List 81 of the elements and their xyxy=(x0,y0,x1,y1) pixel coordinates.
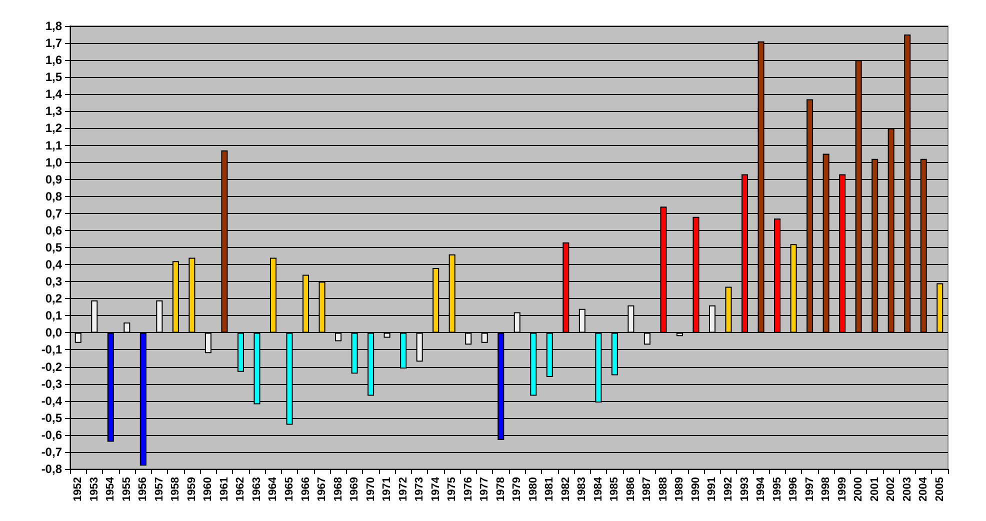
x-tick-label: 1963 xyxy=(250,477,263,502)
x-tick-label: 1988 xyxy=(657,477,670,502)
x-tick-label: 1966 xyxy=(300,477,312,502)
x-tick-label: 1999 xyxy=(836,477,848,502)
x-tick-label: 1979 xyxy=(511,477,524,502)
x-tick-label: 1983 xyxy=(576,477,588,502)
x-tick-label: 1990 xyxy=(690,477,702,502)
x-tick-label: 1972 xyxy=(397,477,410,502)
y-tick-label: -0,8 xyxy=(41,462,62,476)
x-tick-label: 1982 xyxy=(560,477,572,502)
x-tick-label: 1969 xyxy=(348,477,361,502)
y-tick-label: 0,2 xyxy=(45,292,62,306)
x-tick-label: 1954 xyxy=(104,476,117,502)
y-tick-label: -0,7 xyxy=(41,444,62,459)
x-tick-label: 1991 xyxy=(706,477,718,502)
x-tick-label: 1978 xyxy=(494,477,507,502)
y-tick-label: -0,1 xyxy=(41,342,62,357)
x-tick-label: 1976 xyxy=(462,477,474,502)
x-tick-label: 1974 xyxy=(430,476,442,502)
x-tick-label: 2004 xyxy=(918,476,930,502)
x-tick-label: 1996 xyxy=(788,477,800,502)
y-tick-label: 0,4 xyxy=(45,258,62,272)
x-tick-label: 1971 xyxy=(381,477,394,502)
x-tick-label: 1989 xyxy=(674,477,686,502)
y-tick-label: 1,0 xyxy=(45,155,62,170)
y-tick-label: 1,7 xyxy=(45,36,62,50)
x-tick-label: 1959 xyxy=(186,477,198,502)
x-tick-label: 1955 xyxy=(120,477,133,502)
x-tick-label: 1981 xyxy=(544,477,556,502)
x-tick-label: 1960 xyxy=(202,477,214,502)
y-tick-label: 0,5 xyxy=(45,240,62,254)
y-tick-label: 1,4 xyxy=(45,87,62,102)
x-tick-label: 1984 xyxy=(592,476,604,502)
x-tick-label: 1968 xyxy=(332,477,344,502)
y-tick-label: 0,0 xyxy=(45,326,62,340)
x-tick-label: 1953 xyxy=(88,477,100,502)
x-tick-label: 1995 xyxy=(771,477,784,502)
x-tick-label: 1977 xyxy=(478,477,491,502)
x-tick-label: 1986 xyxy=(624,477,637,502)
x-tick-label: 1975 xyxy=(446,477,458,502)
y-tick-label: -0,5 xyxy=(41,410,62,425)
x-tick-label: 1965 xyxy=(284,477,296,502)
y-tick-label: 0,9 xyxy=(45,172,62,186)
x-tick-label: 1980 xyxy=(527,477,540,502)
y-tick-label: 0,6 xyxy=(45,223,62,238)
x-tick-label: 1967 xyxy=(316,477,328,502)
x-tick-label: 1973 xyxy=(414,477,426,502)
y-tick-label: 1,3 xyxy=(45,104,62,118)
x-tick-label: 1994 xyxy=(755,476,768,502)
y-tick-label: 1,5 xyxy=(45,70,62,84)
y-tick-label: 1,6 xyxy=(45,53,62,68)
x-tick-label: 1964 xyxy=(267,476,280,502)
x-tick-label: 1985 xyxy=(608,477,621,502)
y-tick-label: -0,3 xyxy=(41,376,62,391)
y-tick-label: 1,8 xyxy=(45,19,62,33)
x-tick-label: 2001 xyxy=(868,477,881,502)
y-tick-label: -0,4 xyxy=(41,394,62,408)
x-tick-label: 1998 xyxy=(820,477,832,502)
x-tick-label: 2003 xyxy=(901,477,914,502)
y-tick-label: 0,1 xyxy=(45,308,62,323)
x-tick-label: 1993 xyxy=(738,477,751,502)
y-tick-label: -0,6 xyxy=(41,428,62,442)
x-tick-label: 1958 xyxy=(170,477,182,502)
x-tick-label: 1997 xyxy=(804,477,816,502)
x-tick-label: 1987 xyxy=(641,477,654,502)
y-tick-label: 0,8 xyxy=(45,189,62,204)
x-tick-label: 1962 xyxy=(234,477,247,502)
y-tick-label: 0,7 xyxy=(45,206,62,220)
x-tick-label: 1956 xyxy=(137,477,150,502)
x-tick-label: 1961 xyxy=(218,477,230,502)
x-tick-label: 2000 xyxy=(852,477,865,502)
x-tick-label: 1957 xyxy=(153,477,166,502)
x-tick-label: 1992 xyxy=(722,477,734,502)
y-tick-label: 0,3 xyxy=(45,274,62,289)
x-tick-label: 1952 xyxy=(72,477,84,502)
x-tick-label: 2005 xyxy=(934,477,946,502)
y-tick-label: 1,2 xyxy=(45,121,62,136)
y-tick-label: -0,2 xyxy=(41,360,62,374)
x-tick-label: 2002 xyxy=(885,477,898,502)
y-tick-label: 1,1 xyxy=(45,138,62,152)
x-tick-label: 1970 xyxy=(364,477,377,502)
